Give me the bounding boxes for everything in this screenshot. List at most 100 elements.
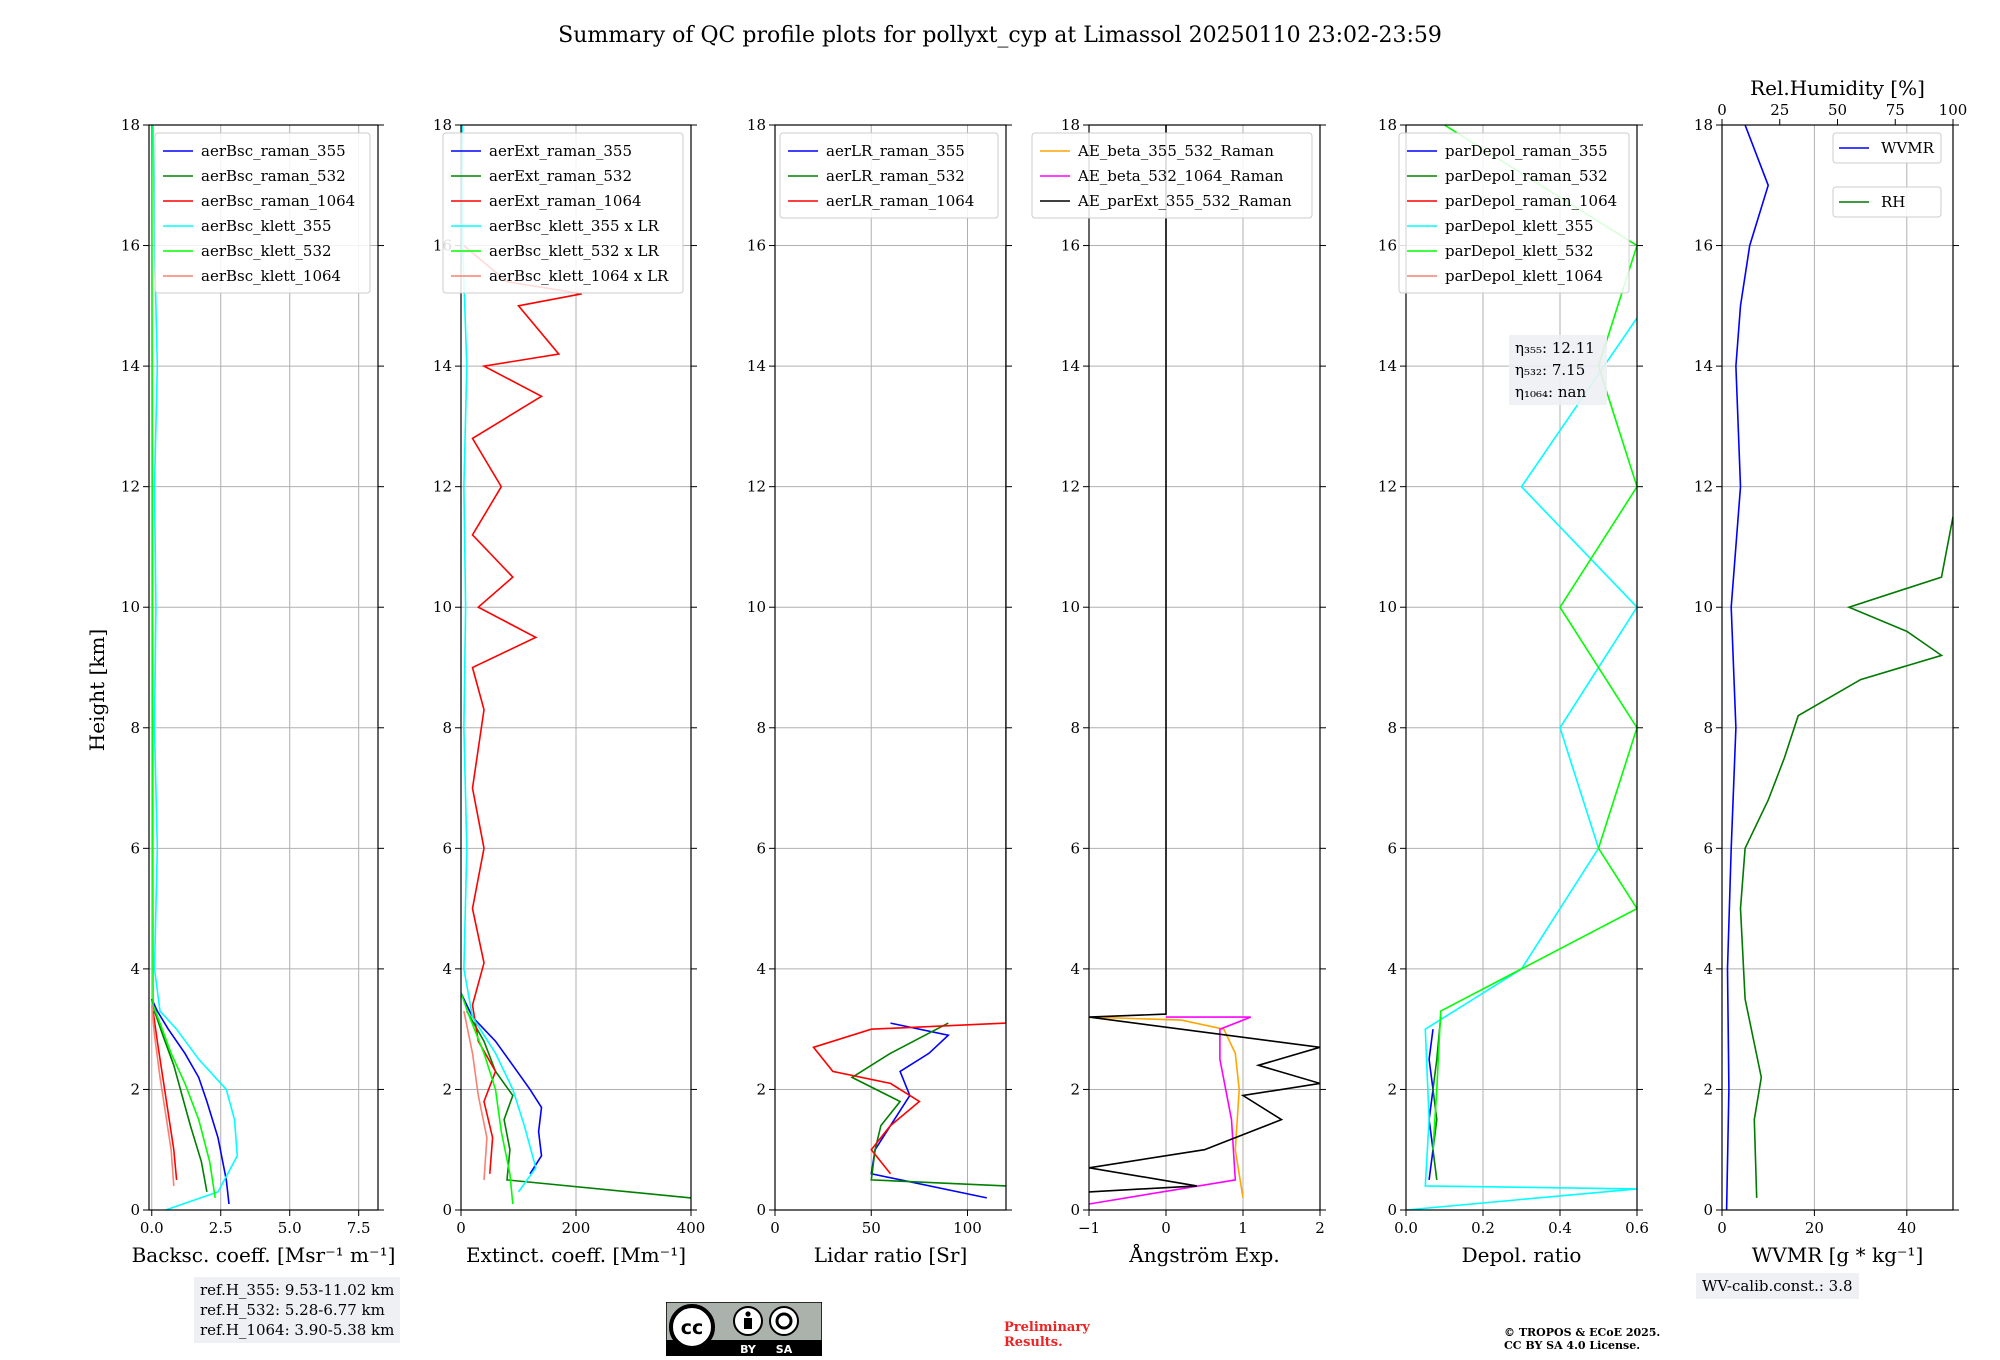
legend-label: aerBsc_klett_355 [201, 217, 332, 235]
y-tick-label: 8 [1070, 719, 1080, 737]
series-line-3 [152, 1010, 178, 1180]
y-tick-label: 18 [747, 116, 766, 134]
y-tick-label: 2 [1703, 1080, 1713, 1098]
legend-label: AE_beta_355_532_Raman [1077, 142, 1274, 160]
sa-icon [769, 1306, 799, 1336]
y-tick-label: 14 [121, 357, 140, 375]
legend: aerLR_raman_355 aerLR_raman_532 aerLR_rama… [779, 132, 999, 219]
legend-label: aerBsc_raman_1064 [201, 192, 355, 210]
y-tick-label: 18 [1378, 116, 1397, 134]
legend-label: aerExt_raman_355 [489, 142, 632, 160]
legend-frame [1832, 132, 1942, 164]
y-tick-label: 12 [747, 478, 766, 496]
series-line-4 [461, 125, 537, 1193]
y-tick-label: 18 [433, 116, 452, 134]
y-tick-label: 6 [756, 839, 766, 857]
y-tick-label: 4 [1070, 960, 1080, 978]
y-tick-label: 16 [1378, 237, 1397, 255]
y-tick-label: 0 [442, 1201, 452, 1219]
x-axis-label: Depol. ratio [1462, 1243, 1582, 1267]
series-line-6 [151, 1005, 175, 1186]
cc-by-sa-badge: cc BY SA [666, 1302, 822, 1356]
x-tick-label: 0 [770, 1219, 780, 1237]
x-axis-label: Lidar ratio [Sr] [814, 1243, 968, 1267]
chart-panel-5: 0 2 4 6 8 10 12 14 16 18 0.0 0.2 0.4 0.6 Depol. ratio p… [1378, 116, 1649, 1267]
y-tick-label: 4 [1703, 960, 1713, 978]
y-tick-label: 10 [433, 598, 452, 616]
plot-frame [1405, 124, 1638, 1211]
x-axis-label: Ångström Exp. [1128, 1242, 1279, 1267]
x-tick-label: 0.6 [1625, 1219, 1649, 1237]
eta-annotation: η₃₅₅: 12.11 η₅₃₂: 7.15 η₁₀₆₄: nan [1509, 335, 1607, 405]
y-tick-label: 0 [756, 1201, 766, 1219]
legend-frame [1832, 186, 1942, 218]
y-tick-label: 14 [433, 357, 452, 375]
eta-line: η₅₃₂: 7.15 [1515, 361, 1585, 379]
legend-label: aerExt_raman_1064 [489, 192, 642, 210]
y-tick-label: 6 [1387, 839, 1397, 857]
series-line-2 [151, 998, 208, 1193]
ref-height-355: ref.H_355: 9.53-11.02 km [200, 1281, 395, 1299]
preliminary-line-2: Results. [1004, 1335, 1063, 1350]
y-tick-label: 2 [1387, 1080, 1397, 1098]
legend-label: AE_parExt_355_532_Raman [1077, 192, 1292, 210]
legend-label: aerLR_raman_355 [826, 142, 965, 160]
series-line-3 [463, 244, 582, 1174]
series-line-2 [466, 1010, 691, 1199]
y-tick-label: 2 [130, 1080, 140, 1098]
wv-calib-text: WV-calib.const.: 3.8 [1702, 1277, 1853, 1295]
y-tick-label: 12 [1378, 478, 1397, 496]
y-tick-label: 0 [1387, 1201, 1397, 1219]
series-line-3 [812, 245, 1006, 1175]
copyright-line-1: © TROPOS & ECoE 2025. [1504, 1326, 1661, 1339]
copyright-line-2: CC BY SA 4.0 License. [1504, 1339, 1641, 1352]
annotation-box [1509, 335, 1607, 405]
legend-label: aerBsc_klett_1064 x LR [489, 267, 669, 285]
ref-heights-box: ref.H_355: 9.53-11.02 km ref.H_532: 5.28… [194, 1277, 401, 1343]
series-line-1 [1725, 125, 1770, 1210]
y-tick-label: 10 [1378, 598, 1397, 616]
x-tick-label: 0.4 [1548, 1219, 1572, 1237]
x-tick-label: 50 [862, 1219, 881, 1237]
legend: AE_beta_355_532_Raman AE_beta_532_1064_Ra… [1031, 132, 1313, 219]
y-tick-label: 2 [442, 1080, 452, 1098]
series-line-4 [1406, 317, 1637, 1210]
series-line-1 [1428, 1029, 1434, 1181]
y-tick-label: 8 [1387, 719, 1397, 737]
series-line-1 [461, 992, 543, 1175]
legend-label: parDepol_raman_1064 [1445, 192, 1617, 210]
legend-label: aerBsc_klett_1064 [201, 267, 341, 285]
legend-label: aerExt_raman_532 [489, 167, 632, 185]
series-line-2 [1739, 516, 1953, 1198]
preliminary-note: Preliminary Results. [1004, 1320, 1090, 1350]
series-line-5 [1432, 125, 1637, 1150]
y-tick-label: 14 [747, 357, 766, 375]
x-tick-label: 1 [1238, 1219, 1248, 1237]
x-tick-label: 0.2 [1471, 1219, 1495, 1237]
legend-frame [1398, 132, 1630, 294]
y-tick-label: 16 [121, 237, 140, 255]
plot-frame [1721, 124, 1954, 1211]
legend-label: parDepol_raman_532 [1445, 167, 1608, 185]
y-tick-label: 8 [1703, 719, 1713, 737]
x-tick-label: 2 [1315, 1219, 1325, 1237]
x-tick-label: 0 [1161, 1219, 1171, 1237]
y-tick-label: 6 [442, 839, 452, 857]
legend-frame [442, 132, 684, 294]
y-tick-label: 4 [130, 960, 140, 978]
series-line-5 [461, 992, 514, 1205]
eta-line: η₁₀₆₄: nan [1515, 383, 1586, 401]
eta-line: η₃₅₅: 12.11 [1515, 339, 1595, 357]
legend-label: WVMR [1881, 139, 1935, 157]
legend-frame [779, 132, 999, 219]
x-tick-label: 5.0 [278, 1219, 302, 1237]
y-tick-label: 4 [756, 960, 766, 978]
legend: RH [1832, 186, 1942, 218]
series-line-2 [1432, 1017, 1442, 1180]
series-line-4 [152, 125, 239, 1210]
y-tick-label: 0 [1070, 1201, 1080, 1219]
series-line-1 [1089, 1016, 1244, 1199]
x-tick-label: 400 [677, 1219, 706, 1237]
